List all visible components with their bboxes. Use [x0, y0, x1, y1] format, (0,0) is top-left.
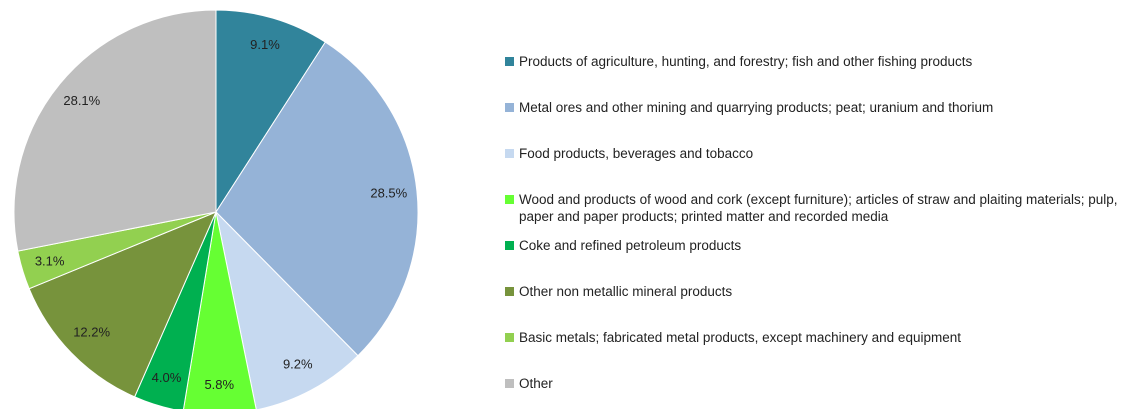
data-label: 9.1% [250, 37, 280, 52]
legend-label: Other [519, 376, 553, 391]
data-label: 5.8% [204, 377, 234, 392]
data-label: 28.5% [370, 185, 407, 200]
legend-item: Coke and refined petroleum products [505, 237, 1119, 254]
legend-label: Products of agriculture, hunting, and fo… [519, 54, 973, 69]
legend-item: Products of agriculture, hunting, and fo… [505, 53, 1119, 70]
legend-swatch [505, 195, 514, 204]
legend-item: Wood and products of wood and cork (exce… [505, 191, 1119, 225]
legend-label: Coke and refined petroleum products [519, 238, 742, 253]
legend-item: Other non metallic mineral products [505, 283, 1119, 300]
data-label: 28.1% [63, 93, 100, 108]
legend-label: Basic metals; fabricated metal products,… [519, 330, 961, 345]
data-label: 12.2% [73, 325, 110, 340]
data-label: 4.0% [152, 370, 182, 385]
legend-label: Other non metallic mineral products [519, 284, 733, 299]
legend-item: Food products, beverages and tobacco [505, 145, 1119, 162]
legend-swatch [505, 149, 514, 158]
data-label: 9.2% [283, 357, 313, 372]
legend-label: Metal ores and other mining and quarryin… [519, 100, 994, 115]
legend-swatch [505, 379, 514, 388]
legend-swatch [505, 241, 514, 250]
legend-swatch [505, 57, 514, 66]
pie-slice [13, 9, 217, 252]
legend-label: Food products, beverages and tobacco [519, 146, 754, 161]
pie-slice [215, 210, 359, 409]
legend-item: Basic metals; fabricated metal products,… [505, 329, 1119, 346]
pie-chart: 9.1% 28.5% 9.2% 5.8% 4.0% 12.2% 3.1% 28.1% [13, 9, 419, 409]
legend-label: Wood and products of wood and cork (exce… [519, 192, 1118, 224]
legend-swatch [505, 103, 514, 112]
legend-swatch [505, 287, 514, 296]
legend-item: Metal ores and other mining and quarryin… [505, 99, 1119, 116]
data-label: 3.1% [35, 253, 65, 268]
pie-slice [215, 41, 419, 357]
legend-item: Other [505, 375, 1119, 392]
pie-slice [28, 211, 217, 398]
pie-slice [183, 211, 257, 409]
legend-swatch [505, 333, 514, 342]
pie-slice [215, 9, 326, 214]
